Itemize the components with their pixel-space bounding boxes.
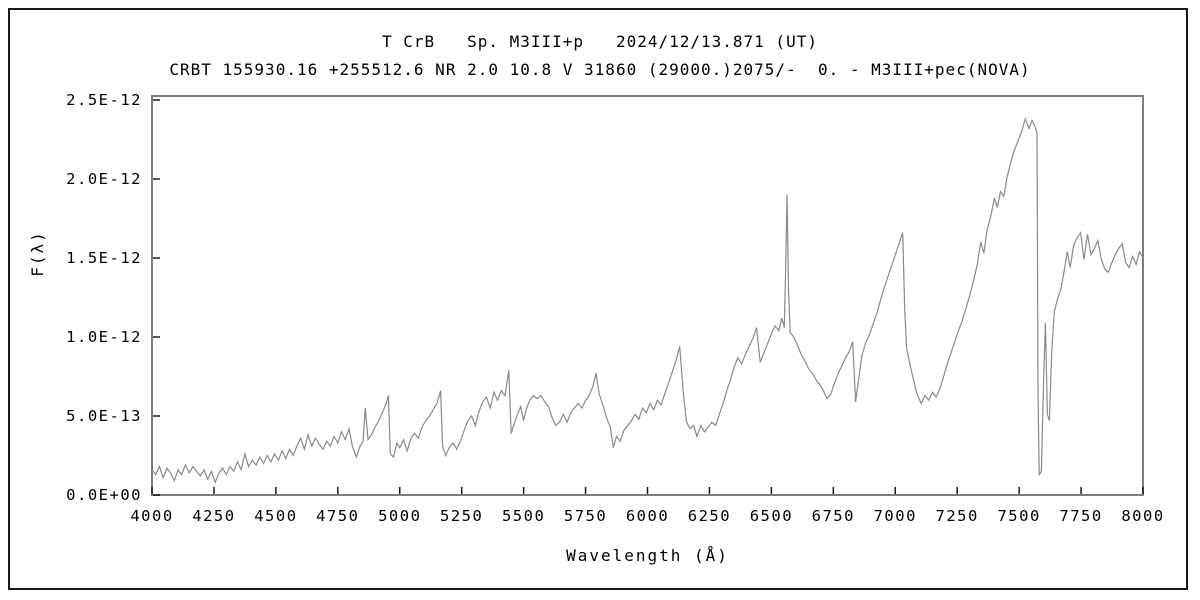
x-tick-label: 6000 [626, 507, 669, 525]
x-tick-label: 4750 [316, 507, 359, 525]
x-tick-label: 5500 [502, 507, 545, 525]
chart-title: T CrB Sp. M3III+p 2024/12/13.871 (UT) [382, 32, 818, 51]
chart-subtitle: CRBT 155930.16 +255512.6 NR 2.0 10.8 V 3… [169, 60, 1031, 79]
y-tick-label: 5.0E-13 [66, 407, 142, 425]
y-tick-label: 1.0E-12 [66, 328, 142, 346]
x-tick-label: 4500 [254, 507, 297, 525]
x-tick-label: 5250 [440, 507, 483, 525]
spectrum-line [151, 117, 1144, 485]
x-tick-label: 7750 [1059, 507, 1102, 525]
plot-frame [151, 95, 1144, 496]
x-tick-label: 6500 [750, 507, 793, 525]
x-tick-label: 4000 [130, 507, 173, 525]
y-tick-label: 0.0E+00 [66, 486, 142, 504]
x-tick-label: 4250 [192, 507, 235, 525]
x-tick-label: 8000 [1121, 507, 1164, 525]
x-tick-label: 7000 [874, 507, 917, 525]
x-axis-title: Wavelength (Å) [566, 546, 729, 565]
x-tick-label: 7250 [936, 507, 979, 525]
x-tick-label: 7500 [997, 507, 1040, 525]
x-tick-label: 5750 [564, 507, 607, 525]
y-tick-label: 2.5E-12 [66, 91, 142, 109]
x-tick-label: 6750 [812, 507, 855, 525]
x-tick-label: 5000 [378, 507, 421, 525]
x-tick-label: 6250 [688, 507, 731, 525]
y-tick-label: 2.0E-12 [66, 170, 142, 188]
y-tick-label: 1.5E-12 [66, 249, 142, 267]
